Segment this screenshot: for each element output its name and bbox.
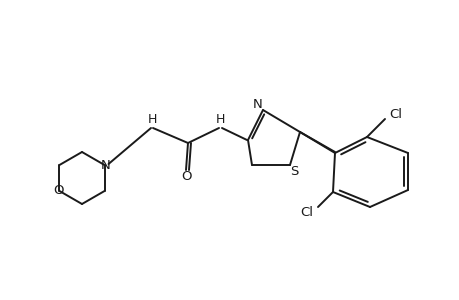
Text: Cl: Cl — [389, 107, 402, 121]
Text: O: O — [53, 184, 64, 197]
Text: H: H — [147, 112, 157, 125]
Text: N: N — [101, 158, 110, 172]
Text: N: N — [252, 98, 262, 110]
Text: S: S — [289, 164, 297, 178]
Text: Cl: Cl — [300, 206, 313, 218]
Text: O: O — [181, 170, 192, 184]
Text: H: H — [215, 112, 224, 125]
